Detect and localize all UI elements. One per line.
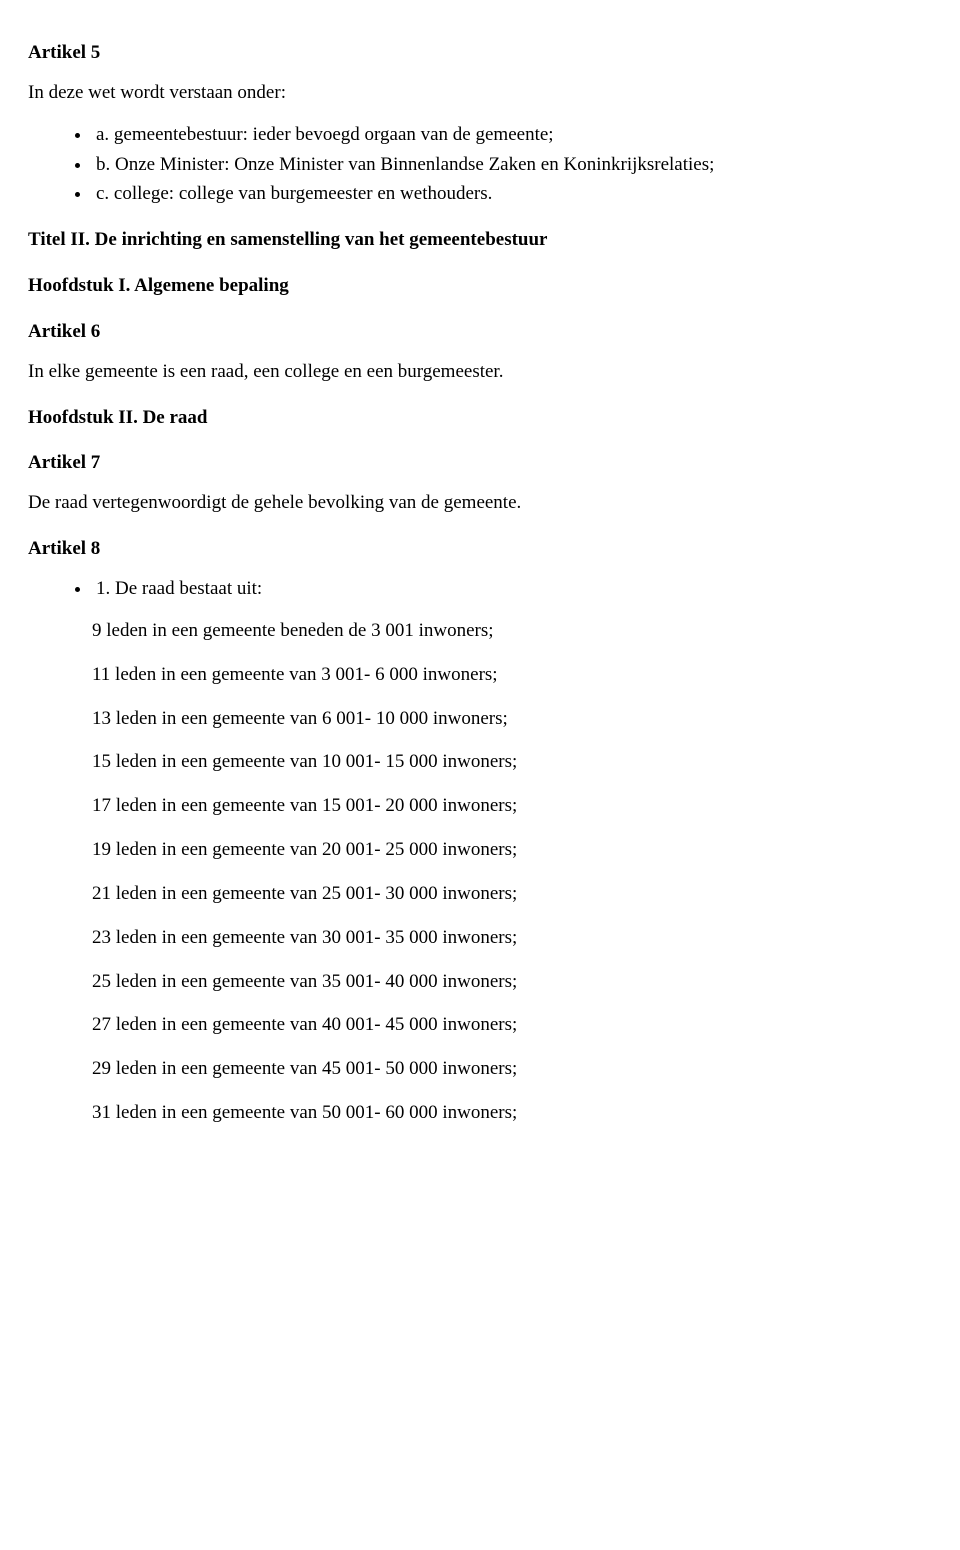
article-5-intro: In deze wet wordt verstaan onder: — [28, 82, 932, 104]
council-size-row: 25 leden in een gemeente van 35 001- 40 … — [92, 971, 932, 993]
council-size-row: 23 leden in een gemeente van 30 001- 35 … — [92, 927, 932, 949]
chapter-i-heading: Hoofdstuk I. Algemene bepaling — [28, 275, 932, 297]
definition-item: c. college: college van burgemeester en … — [92, 183, 932, 205]
council-size-row: 13 leden in een gemeente van 6 001- 10 0… — [92, 708, 932, 730]
council-size-row: 21 leden in een gemeente van 25 001- 30 … — [92, 883, 932, 905]
article-6-heading: Artikel 6 — [28, 321, 932, 343]
council-size-row: 9 leden in een gemeente beneden de 3 001… — [92, 620, 932, 642]
article-6-body: In elke gemeente is een raad, een colleg… — [28, 361, 932, 383]
article-5-heading: Artikel 5 — [28, 42, 932, 64]
article-7-heading: Artikel 7 — [28, 452, 932, 474]
article-7-body: De raad vertegenwoordigt de gehele bevol… — [28, 492, 932, 514]
council-size-row: 17 leden in een gemeente van 15 001- 20 … — [92, 795, 932, 817]
council-size-row: 19 leden in een gemeente van 20 001- 25 … — [92, 839, 932, 861]
article-8-list: 1. De raad bestaat uit: — [28, 578, 932, 600]
title-ii-heading: Titel II. De inrichting en samenstelling… — [28, 229, 932, 251]
council-size-row: 31 leden in een gemeente van 50 001- 60 … — [92, 1102, 932, 1124]
chapter-ii-heading: Hoofdstuk II. De raad — [28, 407, 932, 429]
council-size-row: 29 leden in een gemeente van 45 001- 50 … — [92, 1058, 932, 1080]
council-size-row: 27 leden in een gemeente van 40 001- 45 … — [92, 1014, 932, 1036]
council-size-row: 11 leden in een gemeente van 3 001- 6 00… — [92, 664, 932, 686]
article-8-rows: 9 leden in een gemeente beneden de 3 001… — [92, 620, 932, 1124]
definition-item: a. gemeentebestuur: ieder bevoegd orgaan… — [92, 124, 932, 146]
article-5-definitions: a. gemeentebestuur: ieder bevoegd orgaan… — [28, 124, 932, 206]
definition-item: b. Onze Minister: Onze Minister van Binn… — [92, 154, 932, 176]
article-8-heading: Artikel 8 — [28, 538, 932, 560]
council-size-row: 15 leden in een gemeente van 10 001- 15 … — [92, 751, 932, 773]
article-8-bullet: 1. De raad bestaat uit: — [92, 578, 932, 600]
